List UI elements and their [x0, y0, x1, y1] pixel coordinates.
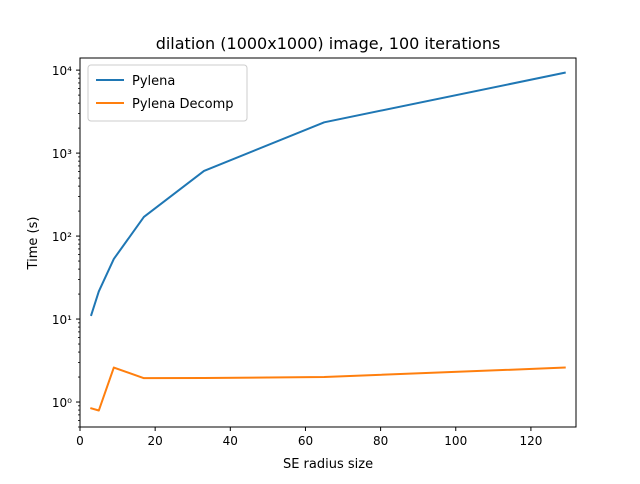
x-tick-label: 40 [223, 434, 238, 448]
series-line-0 [90, 71, 566, 317]
x-tick-label: 100 [444, 434, 467, 448]
y-tick-label: 10¹ [52, 313, 72, 327]
y-tick-label: 10⁰ [52, 396, 72, 410]
legend-box [87, 64, 248, 122]
plot-frame [79, 57, 577, 428]
x-tick-label: 120 [519, 434, 542, 448]
x-axis-label: SE radius size [283, 457, 373, 472]
legend-label-0: Pylena [132, 74, 175, 89]
x-tick-label: 0 [76, 434, 84, 448]
axes-layer: 0 20 40 60 80 100 120 10⁰ 10¹ 10² 10³ 10⁴ [52, 57, 577, 448]
y-tick-label: 10⁴ [52, 64, 72, 78]
y-tick-label: 10³ [52, 147, 72, 161]
y-axis-label: Time (s) [26, 217, 41, 271]
x-tick-label: 80 [373, 434, 388, 448]
x-tick-label: 20 [148, 434, 163, 448]
chart-title: dilation (1000x1000) image, 100 iteratio… [156, 34, 501, 53]
legend-label-1: Pylena Decomp [132, 97, 234, 112]
series-line-1 [90, 366, 566, 412]
y-tick-label: 10² [52, 230, 72, 244]
series-layer [90, 71, 566, 412]
x-tick-label: 60 [298, 434, 313, 448]
legend: Pylena Pylena Decomp [87, 64, 248, 122]
